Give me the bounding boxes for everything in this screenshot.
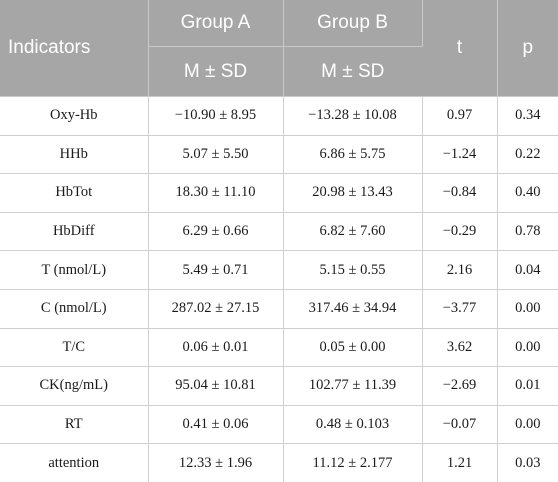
table-row: HbDiff 6.29 ± 0.66 6.82 ± 7.60 −0.29 0.7… (0, 212, 558, 252)
cell-p: 0.34 (497, 96, 558, 136)
cell-group-b: 0.05 ± 0.00 (283, 328, 423, 368)
cell-indicator: T (nmol/L) (0, 250, 149, 290)
cell-p: 0.40 (497, 173, 558, 213)
cell-indicator: CK(ng/mL) (0, 366, 149, 406)
cell-group-a: 5.49 ± 0.71 (148, 250, 284, 290)
subheader-group-b: M ± SD (283, 46, 422, 97)
cell-group-a: 6.29 ± 0.66 (148, 212, 284, 252)
subheader-row: M ± SD M ± SD (0, 46, 558, 97)
header-t: t (422, 0, 498, 97)
cell-indicator: HbTot (0, 173, 149, 213)
cell-group-a: 5.07 ± 5.50 (148, 135, 284, 175)
cell-group-a: 18.30 ± 11.10 (148, 173, 284, 213)
header-indicators: Indicators (0, 0, 149, 97)
header-group-b: Group B (283, 0, 423, 47)
cell-group-a: 287.02 ± 27.15 (148, 289, 284, 329)
cell-p: 0.03 (515, 454, 541, 471)
cell-group-a: 12.33 ± 1.96 (148, 443, 284, 482)
header-p: p (497, 0, 558, 97)
cell-group-b: 6.82 ± 7.60 (283, 212, 423, 252)
cell-group-a: 95.04 ± 10.81 (148, 366, 284, 406)
table-row: attention 12.33 ± 1.96 11.12 ± 2.177 1.2… (0, 443, 558, 482)
table-row: T (nmol/L) 5.49 ± 0.71 5.15 ± 0.55 2.16 … (0, 250, 558, 290)
cell-group-b: 0.48 ± 0.103 (283, 405, 423, 445)
cell-group-b: 11.12 ± 2.177 (283, 443, 423, 482)
cell-group-b: 102.77 ± 11.39 (283, 366, 423, 406)
subheader-group-a: M ± SD (148, 46, 284, 97)
cell-group-b: 317.46 ± 34.94 (283, 289, 423, 329)
cell-group-a: 0.41 ± 0.06 (148, 405, 284, 445)
cell-p: 0.00 (497, 328, 558, 368)
cell-group-b: −13.28 ± 10.08 (283, 96, 423, 136)
table-row: Oxy-Hb −10.90 ± 8.95 −13.28 ± 10.08 0.97… (0, 96, 558, 136)
cell-p: 0.00 (497, 405, 558, 445)
cell-t: −3.77 (422, 289, 498, 329)
cell-indicator: HHb (0, 135, 149, 175)
cell-group-b: 20.98 ± 13.43 (283, 173, 423, 213)
cell-t: 0.97 (422, 96, 498, 136)
header-row: Indicators Group A Group B t p (0, 0, 558, 97)
table-row: HHb 5.07 ± 5.50 6.86 ± 5.75 −1.24 0.22 (0, 135, 558, 175)
cell-t: 2.16 (422, 250, 498, 290)
header-group-a: Group A (148, 0, 284, 47)
cell-t: 1.21 (422, 443, 498, 482)
table-row: T/C 0.06 ± 0.01 0.05 ± 0.00 3.62 0.00 (0, 328, 558, 368)
cell-t: −0.29 (422, 212, 498, 252)
cell-t: −0.07 (422, 405, 498, 445)
cell-t: −2.69 (422, 366, 498, 406)
cell-indicator: Oxy-Hb (0, 96, 149, 136)
cell-p: 0.04 (497, 250, 558, 290)
cell-p: 0.00 (497, 289, 558, 329)
table-row: CK(ng/mL) 95.04 ± 10.81 102.77 ± 11.39 −… (0, 366, 558, 406)
cell-indicator: attention (0, 443, 149, 482)
table-row: RT 0.41 ± 0.06 0.48 ± 0.103 −0.07 0.00 (0, 405, 558, 445)
cell-group-a: 0.06 ± 0.01 (148, 328, 284, 368)
cell-indicator: T/C (0, 328, 149, 368)
cell-indicator: RT (0, 405, 149, 445)
cell-indicator: C (nmol/L) (0, 289, 149, 329)
cell-indicator: HbDiff (0, 212, 149, 252)
table-row: HbTot 18.30 ± 11.10 20.98 ± 13.43 −0.84 … (0, 173, 558, 213)
cell-p: 0.22 (497, 135, 558, 175)
table-header: Indicators Group A Group B t p M ± SD M … (0, 0, 558, 97)
cell-p: 0.78 (497, 212, 558, 252)
cell-group-b: 6.86 ± 5.75 (283, 135, 423, 175)
cell-t: −0.84 (422, 173, 498, 213)
cell-group-b: 5.15 ± 0.55 (283, 250, 423, 290)
cell-t: 3.62 (422, 328, 498, 368)
table-row: C (nmol/L) 287.02 ± 27.15 317.46 ± 34.94… (0, 289, 558, 329)
table-body: Oxy-Hb −10.90 ± 8.95 −13.28 ± 10.08 0.97… (0, 96, 558, 482)
cell-p: 0.01 (497, 366, 558, 406)
cell-group-a: −10.90 ± 8.95 (148, 96, 284, 136)
cell-t: −1.24 (422, 135, 498, 175)
